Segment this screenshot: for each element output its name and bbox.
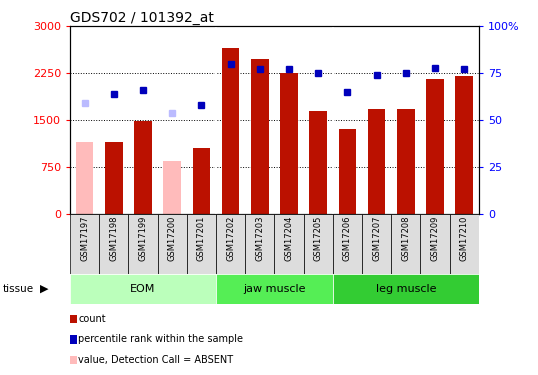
- Bar: [158, 214, 187, 274]
- Bar: [368, 109, 385, 214]
- Bar: [216, 214, 245, 274]
- Text: GSM17200: GSM17200: [168, 216, 176, 261]
- Bar: [391, 214, 420, 274]
- Bar: [274, 214, 303, 274]
- Bar: [129, 214, 158, 274]
- Text: GSM17203: GSM17203: [255, 216, 264, 261]
- Text: EOM: EOM: [130, 284, 155, 294]
- Bar: [193, 148, 210, 214]
- Text: GSM17208: GSM17208: [401, 216, 410, 261]
- Text: jaw muscle: jaw muscle: [243, 284, 306, 294]
- Text: GSM17197: GSM17197: [80, 216, 89, 261]
- Text: percentile rank within the sample: percentile rank within the sample: [78, 334, 243, 344]
- Bar: [164, 160, 181, 214]
- Bar: [333, 214, 362, 274]
- Text: GSM17206: GSM17206: [343, 216, 352, 261]
- Bar: [99, 214, 129, 274]
- Bar: [76, 142, 93, 214]
- Text: count: count: [78, 314, 106, 324]
- Bar: [450, 214, 479, 274]
- Bar: [426, 80, 444, 214]
- Bar: [251, 59, 268, 214]
- Text: GSM17207: GSM17207: [372, 216, 381, 261]
- Bar: [362, 214, 391, 274]
- Text: leg muscle: leg muscle: [376, 284, 436, 294]
- Text: tissue: tissue: [3, 284, 34, 294]
- Text: GSM17198: GSM17198: [109, 216, 118, 261]
- Bar: [397, 109, 415, 214]
- Text: GSM17204: GSM17204: [285, 216, 294, 261]
- Text: GDS702 / 101392_at: GDS702 / 101392_at: [70, 11, 214, 25]
- Text: GSM17199: GSM17199: [138, 216, 147, 261]
- Bar: [187, 214, 216, 274]
- Bar: [333, 274, 479, 304]
- Text: value, Detection Call = ABSENT: value, Detection Call = ABSENT: [78, 355, 233, 365]
- Text: GSM17209: GSM17209: [430, 216, 440, 261]
- Bar: [70, 274, 216, 304]
- Bar: [456, 76, 473, 214]
- Text: GSM17210: GSM17210: [459, 216, 469, 261]
- Bar: [303, 214, 333, 274]
- Bar: [309, 111, 327, 214]
- Text: GSM17202: GSM17202: [226, 216, 235, 261]
- Bar: [245, 214, 274, 274]
- Bar: [222, 48, 239, 214]
- Text: GSM17205: GSM17205: [314, 216, 323, 261]
- Text: GSM17201: GSM17201: [197, 216, 206, 261]
- Bar: [134, 121, 152, 214]
- Bar: [280, 73, 298, 214]
- Text: ▶: ▶: [40, 284, 49, 294]
- Bar: [338, 129, 356, 214]
- Bar: [216, 274, 333, 304]
- Bar: [105, 142, 123, 214]
- Bar: [420, 214, 450, 274]
- Bar: [70, 214, 99, 274]
